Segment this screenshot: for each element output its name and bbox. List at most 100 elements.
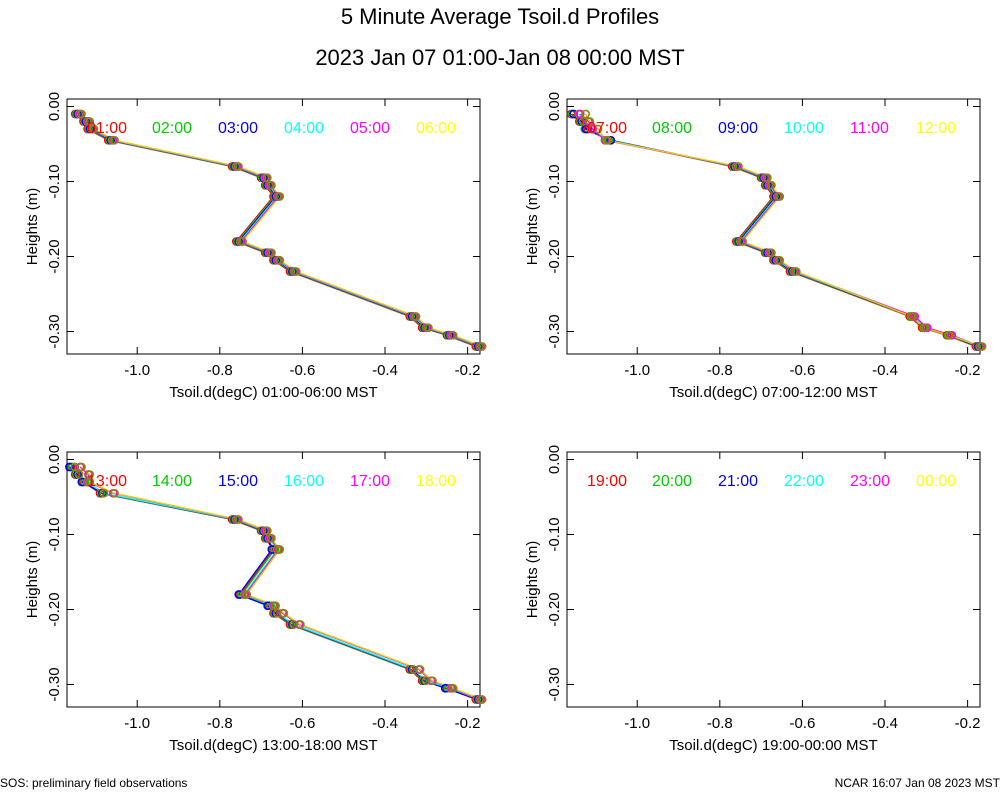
plot-frame [566,451,981,708]
legend-entry: 16:00 [284,473,324,490]
data-point [588,124,598,134]
data-point [271,601,280,611]
data-point [767,248,776,258]
data-point [233,162,243,171]
x-tick-label: -0.4 [872,715,898,732]
y-tick-label: -0.10 [546,164,563,198]
data-point [428,676,437,686]
y-tick-label: -0.30 [46,667,63,701]
y-axis-label: Heights (m) [24,541,41,619]
data-point [944,330,954,340]
y-tick-label: -0.20 [46,239,63,273]
legend-entry: 04:00 [284,120,324,137]
data-point [77,109,86,119]
legend-entry: 05:00 [350,120,390,137]
series-line-1200 [584,113,983,348]
series-line-1800 [80,466,483,701]
plot-frame [66,451,481,708]
chart-panel-1: -1.0 -0.8 -0.6 -0.4 -0.2 0.00 -0.10 -0.20 -0.30 T… [24,92,487,401]
x-tick-label: -0.6 [789,715,815,732]
data-point [606,135,616,145]
data-point [110,488,119,498]
x-axis-label: Tsoil.d(degC) 07:00-12:00 MST [669,384,877,401]
data-point [295,620,305,629]
series-line-1000 [578,113,980,348]
x-tick-label: -0.6 [289,715,315,732]
legend-entry: 23:00 [850,473,890,490]
data-point [775,255,785,265]
chart-panel-4: -1.0 -0.8 -0.6 -0.4 -0.2 0.00 -0.10 -0.20 -0.30 T… [524,445,981,754]
data-point [275,545,285,554]
x-tick-label: -0.8 [707,362,733,379]
legend-entry: 20:00 [652,473,692,490]
plot-frame [566,98,981,355]
y-tick-label: 0.00 [546,445,563,474]
x-tick-label: -1.0 [124,715,150,732]
data-point [910,312,920,321]
chart-panel-3: -1.0 -0.8 -0.6 -0.4 -0.2 0.00 -0.10 -0.20 -0.30 T… [24,445,487,754]
data-point [65,462,74,472]
data-point [585,117,595,126]
y-tick-label: -0.10 [546,517,563,551]
data-point [477,695,487,704]
data-point [477,342,487,351]
data-point [791,267,801,276]
data-point [922,323,932,333]
y-tick-label: -0.20 [546,592,563,626]
data-point [275,192,285,201]
series-line-1300 [70,466,477,701]
x-tick-label: -1.0 [124,362,150,379]
chart-subtitle: 2023 Jan 07 01:00-Jan 08 00:00 MST [315,45,685,70]
data-point [907,312,917,321]
x-tick-label: -1.0 [624,362,650,379]
data-point [85,117,95,126]
data-point [242,590,252,599]
footer-note: SOS: preliminary field observations [0,776,188,790]
legend-entry: 18:00 [416,473,456,490]
y-axis-label: Heights (m) [24,188,41,266]
y-tick-label: -0.10 [46,517,63,551]
data-point [415,665,425,674]
data-point [267,533,276,543]
data-point [262,526,272,536]
legend-entry: 02:00 [152,120,192,137]
data-point [275,255,285,265]
chart-panel-2: -1.0 -0.8 -0.6 -0.4 -0.2 0.00 -0.10 -0.20 -0.30 T… [524,92,987,401]
series-line-1400 [71,466,478,701]
series-line-1500 [69,466,479,701]
data-point [448,683,458,693]
data-point [77,462,86,472]
legend-entry: 07:00 [587,120,627,137]
chart-title: 5 Minute Average Tsoil.d Profiles [340,4,660,29]
y-tick-label: 0.00 [546,92,563,121]
x-tick-label: -0.4 [872,362,898,379]
data-point [977,342,987,351]
series-line-0100 [74,113,477,348]
y-axis-label: Heights (m) [524,188,541,266]
y-tick-label: 0.00 [46,445,63,474]
series-line-0900 [573,113,979,348]
data-point [581,109,590,119]
series-line-0400 [78,113,480,348]
data-point [733,162,743,171]
x-axis-label: Tsoil.d(degC) 19:00-00:00 MST [669,737,877,754]
y-axis-label: Heights (m) [524,541,541,619]
series-line-0300 [77,113,479,348]
series-line-0600 [80,113,483,348]
legend-entry: 15:00 [218,473,258,490]
data-point [99,488,109,498]
legend-entry: 17:00 [350,473,390,490]
data-point [593,124,603,134]
data-point [110,135,119,145]
data-point [89,124,99,134]
legend-entry: 13:00 [87,473,127,490]
data-point [267,180,276,190]
x-tick-label: -1.0 [624,715,650,732]
x-tick-label: -0.8 [707,715,733,732]
y-tick-label: -0.20 [46,592,63,626]
data-point [291,267,301,276]
x-axis-label: Tsoil.d(degC) 01:00-06:00 MST [169,384,377,401]
series-line-1100 [579,113,982,348]
legend-entry: 08:00 [652,120,692,137]
